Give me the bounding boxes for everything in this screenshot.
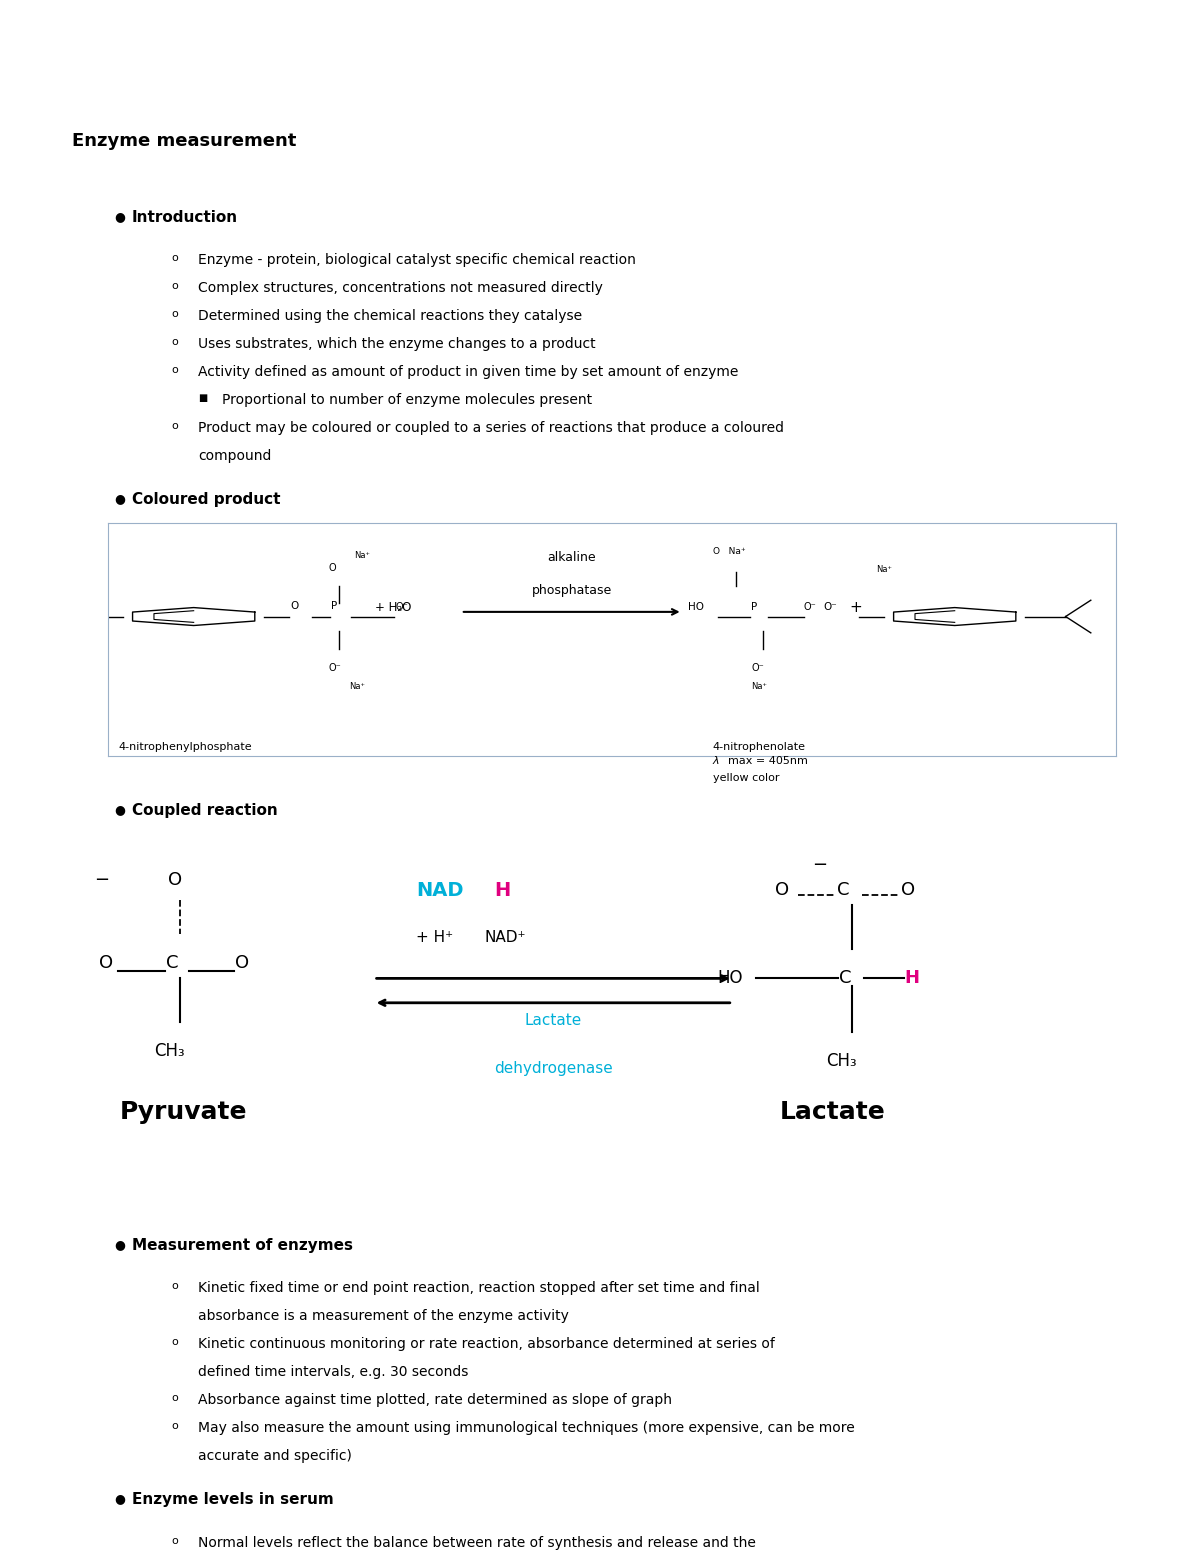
Text: defined time intervals, e.g. 30 seconds: defined time intervals, e.g. 30 seconds	[198, 1365, 468, 1379]
Text: o: o	[172, 281, 179, 290]
Text: O⁻: O⁻	[751, 663, 764, 672]
Text: Kinetic continuous monitoring or rate reaction, absorbance determined at series : Kinetic continuous monitoring or rate re…	[198, 1337, 775, 1351]
Text: Product may be coloured or coupled to a series of reactions that produce a colou: Product may be coloured or coupled to a …	[198, 421, 784, 435]
Text: −: −	[812, 856, 827, 874]
Text: absorbance is a measurement of the enzyme activity: absorbance is a measurement of the enzym…	[198, 1309, 569, 1323]
Text: o: o	[172, 1281, 179, 1291]
Text: C: C	[838, 881, 850, 899]
Text: O   Na⁺: O Na⁺	[713, 547, 745, 556]
Text: P: P	[751, 603, 757, 612]
Text: λ: λ	[713, 756, 720, 766]
Text: HO: HO	[716, 969, 743, 986]
Text: Coupled reaction: Coupled reaction	[132, 803, 277, 818]
Text: Enzyme measurement: Enzyme measurement	[72, 132, 296, 151]
Text: P: P	[331, 601, 337, 610]
Text: ●: ●	[114, 803, 125, 815]
Text: o: o	[172, 365, 179, 374]
Text: o: o	[172, 1337, 179, 1346]
Text: 4-nitrophenylphosphate: 4-nitrophenylphosphate	[118, 742, 252, 752]
Text: O: O	[235, 954, 250, 972]
Text: Absorbance against time plotted, rate determined as slope of graph: Absorbance against time plotted, rate de…	[198, 1393, 672, 1407]
Text: O⁻: O⁻	[329, 663, 342, 672]
Text: + H⁺: + H⁺	[416, 930, 454, 944]
Text: Determined using the chemical reactions they catalyse: Determined using the chemical reactions …	[198, 309, 582, 323]
Text: H: H	[905, 969, 920, 986]
Text: O⁻: O⁻	[804, 603, 816, 612]
Text: ●: ●	[114, 1238, 125, 1250]
Text: Enzyme - protein, biological catalyst specific chemical reaction: Enzyme - protein, biological catalyst sp…	[198, 253, 636, 267]
Text: O⁻: O⁻	[395, 603, 408, 612]
Text: ●: ●	[114, 210, 125, 222]
Text: Introduction: Introduction	[132, 210, 238, 225]
Text: O: O	[100, 954, 113, 972]
Text: +: +	[848, 599, 862, 615]
Text: Enzyme levels in serum: Enzyme levels in serum	[132, 1492, 334, 1508]
Text: accurate and specific): accurate and specific)	[198, 1449, 352, 1463]
Text: O: O	[290, 601, 299, 610]
Text: o: o	[172, 1393, 179, 1402]
Text: + H₂O: + H₂O	[376, 601, 412, 613]
Text: o: o	[172, 1536, 179, 1545]
Text: Activity defined as amount of product in given time by set amount of enzyme: Activity defined as amount of product in…	[198, 365, 738, 379]
Text: −: −	[94, 871, 109, 888]
Text: yellow color: yellow color	[713, 773, 779, 783]
Text: O: O	[901, 881, 914, 899]
Text: Lactate: Lactate	[780, 1101, 886, 1124]
Text: o: o	[172, 337, 179, 346]
Text: Uses substrates, which the enzyme changes to a product: Uses substrates, which the enzyme change…	[198, 337, 595, 351]
Text: O: O	[168, 871, 182, 888]
Text: 4-nitrophenolate: 4-nitrophenolate	[713, 742, 806, 752]
Text: Normal levels reflect the balance between rate of synthesis and release and the: Normal levels reflect the balance betwee…	[198, 1536, 756, 1550]
Text: NAD: NAD	[416, 881, 463, 899]
Text: compound: compound	[198, 449, 271, 463]
Text: Lactate: Lactate	[524, 1013, 582, 1028]
Text: C: C	[166, 954, 178, 972]
Text: phosphatase: phosphatase	[532, 584, 612, 596]
Text: CH₃: CH₃	[826, 1051, 857, 1070]
Text: o: o	[172, 309, 179, 318]
Text: C: C	[839, 969, 852, 986]
Text: CH₃: CH₃	[154, 1042, 185, 1059]
Text: dehydrogenase: dehydrogenase	[494, 1061, 612, 1076]
Text: ●: ●	[114, 492, 125, 505]
Text: O⁻: O⁻	[823, 603, 838, 612]
Text: Kinetic fixed time or end point reaction, reaction stopped after set time and fi: Kinetic fixed time or end point reaction…	[198, 1281, 760, 1295]
Text: Proportional to number of enzyme molecules present: Proportional to number of enzyme molecul…	[222, 393, 592, 407]
Text: H: H	[494, 881, 510, 899]
Text: O: O	[775, 881, 790, 899]
Text: o: o	[172, 421, 179, 430]
Text: o: o	[172, 1421, 179, 1430]
Text: Na⁺: Na⁺	[349, 682, 365, 691]
Text: ■: ■	[198, 393, 208, 402]
Text: o: o	[172, 253, 179, 262]
Text: Coloured product: Coloured product	[132, 492, 281, 508]
Text: Na⁺: Na⁺	[876, 565, 892, 575]
Text: max = 405nm: max = 405nm	[728, 756, 808, 766]
Text: Measurement of enzymes: Measurement of enzymes	[132, 1238, 353, 1253]
Text: O: O	[329, 562, 336, 573]
Text: Na⁺: Na⁺	[354, 551, 370, 561]
Text: NAD⁺: NAD⁺	[485, 930, 526, 944]
Text: alkaline: alkaline	[547, 551, 596, 564]
Text: Na⁺: Na⁺	[751, 682, 767, 691]
Text: HO: HO	[688, 603, 703, 612]
Text: Complex structures, concentrations not measured directly: Complex structures, concentrations not m…	[198, 281, 602, 295]
Text: ●: ●	[114, 1492, 125, 1505]
Text: May also measure the amount using immunological techniques (more expensive, can : May also measure the amount using immuno…	[198, 1421, 854, 1435]
Text: Pyruvate: Pyruvate	[120, 1101, 247, 1124]
